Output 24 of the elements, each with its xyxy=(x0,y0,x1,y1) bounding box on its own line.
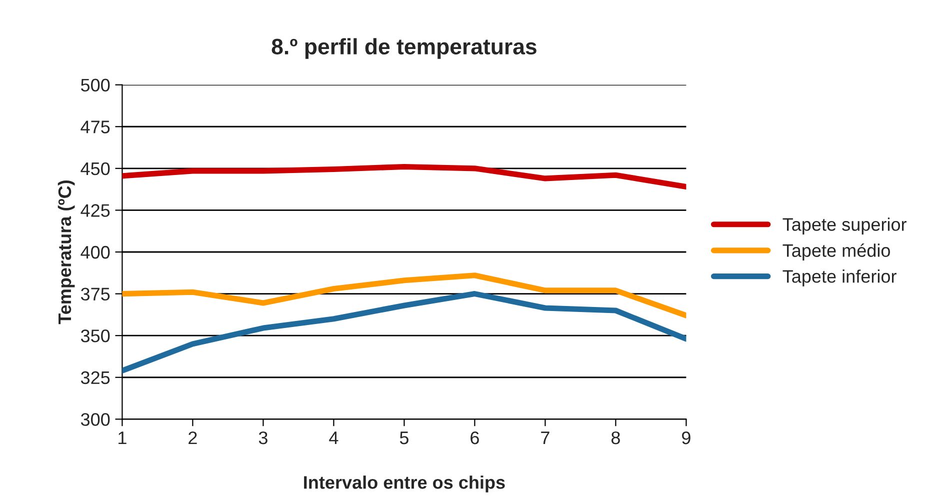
legend-label: Tapete superior xyxy=(782,218,906,234)
chart-title: 8.º perfil de temperaturas xyxy=(272,38,536,59)
y-tick-label: 475 xyxy=(80,120,110,134)
y-tick-label: 350 xyxy=(80,330,110,342)
y-tick-label: 375 xyxy=(80,288,110,301)
x-axis-title: Intervalo entre os chips xyxy=(304,476,505,492)
x-tick-label: 1 xyxy=(118,432,126,444)
legend-label: Tapete médio xyxy=(782,243,890,261)
x-tick-label: 4 xyxy=(329,432,338,444)
y-tick-label: 450 xyxy=(80,162,110,176)
x-tick-label: 7 xyxy=(541,432,550,444)
x-tick-label: 9 xyxy=(682,431,690,444)
x-tick-label: 6 xyxy=(470,431,479,444)
y-tick-label: 500 xyxy=(80,78,110,92)
y-tick-label: 425 xyxy=(80,204,110,217)
y-tick-label: 300 xyxy=(80,413,110,426)
y-tick-label: 325 xyxy=(80,371,110,384)
x-tick-label: 2 xyxy=(188,431,197,444)
y-axis-title: Temperatura (ºC) xyxy=(58,180,75,324)
x-tick-label: 5 xyxy=(400,432,408,444)
legend-label: Tapete inferior xyxy=(782,270,896,286)
x-tick-label: 3 xyxy=(258,431,268,444)
x-tick-label: 8 xyxy=(611,431,620,444)
y-tick-label: 400 xyxy=(80,246,110,259)
